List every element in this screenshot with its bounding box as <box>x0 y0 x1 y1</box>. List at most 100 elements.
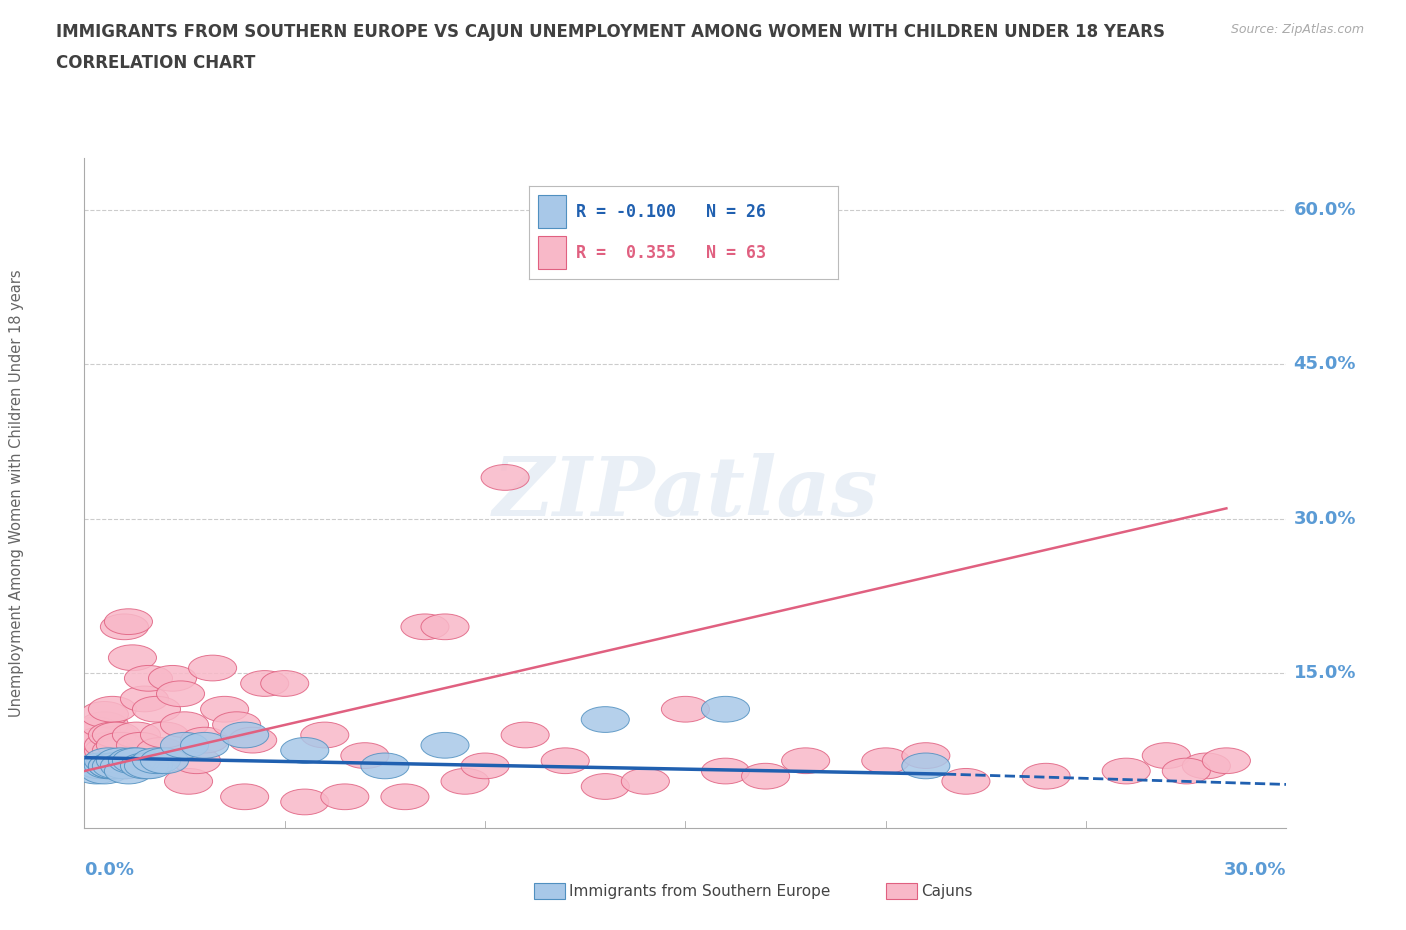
Ellipse shape <box>69 748 117 774</box>
Ellipse shape <box>84 737 132 764</box>
Ellipse shape <box>160 733 208 758</box>
Ellipse shape <box>702 758 749 784</box>
Ellipse shape <box>80 758 128 784</box>
Ellipse shape <box>165 768 212 794</box>
Ellipse shape <box>76 727 125 753</box>
Text: R = -0.100   N = 26: R = -0.100 N = 26 <box>575 203 765 220</box>
Ellipse shape <box>201 697 249 722</box>
Ellipse shape <box>420 614 470 640</box>
Ellipse shape <box>121 686 169 711</box>
Ellipse shape <box>401 614 449 640</box>
Ellipse shape <box>1202 748 1250 774</box>
Text: 15.0%: 15.0% <box>1294 664 1355 683</box>
Ellipse shape <box>501 722 550 748</box>
Ellipse shape <box>240 671 288 697</box>
Ellipse shape <box>221 784 269 810</box>
Ellipse shape <box>621 768 669 794</box>
Text: 0.0%: 0.0% <box>84 860 135 879</box>
Ellipse shape <box>361 753 409 778</box>
Ellipse shape <box>541 748 589 774</box>
Ellipse shape <box>104 758 152 784</box>
Ellipse shape <box>104 609 152 634</box>
Ellipse shape <box>741 764 790 789</box>
Ellipse shape <box>108 748 156 774</box>
Ellipse shape <box>89 697 136 722</box>
Ellipse shape <box>121 753 169 778</box>
Ellipse shape <box>281 737 329 764</box>
Ellipse shape <box>141 722 188 748</box>
Ellipse shape <box>112 748 160 774</box>
Ellipse shape <box>160 711 208 737</box>
Ellipse shape <box>702 697 749 722</box>
Ellipse shape <box>132 697 180 722</box>
Ellipse shape <box>125 666 173 691</box>
Ellipse shape <box>97 733 145 758</box>
Ellipse shape <box>100 614 149 640</box>
Ellipse shape <box>173 748 221 774</box>
Ellipse shape <box>581 774 630 800</box>
Ellipse shape <box>281 789 329 815</box>
Ellipse shape <box>942 768 990 794</box>
Ellipse shape <box>76 753 125 778</box>
Ellipse shape <box>420 733 470 758</box>
Ellipse shape <box>188 655 236 681</box>
Ellipse shape <box>141 748 188 774</box>
Bar <box>538 236 567 270</box>
Text: Source: ZipAtlas.com: Source: ZipAtlas.com <box>1230 23 1364 36</box>
Ellipse shape <box>340 743 389 768</box>
Ellipse shape <box>1163 758 1211 784</box>
Text: Immigrants from Southern Europe: Immigrants from Southern Europe <box>569 884 831 899</box>
Ellipse shape <box>108 644 156 671</box>
Ellipse shape <box>117 733 165 758</box>
Ellipse shape <box>661 697 710 722</box>
Ellipse shape <box>301 722 349 748</box>
Ellipse shape <box>1102 758 1150 784</box>
Ellipse shape <box>782 748 830 774</box>
Ellipse shape <box>100 753 149 778</box>
Text: IMMIGRANTS FROM SOUTHERN EUROPE VS CAJUN UNEMPLOYMENT AMONG WOMEN WITH CHILDREN : IMMIGRANTS FROM SOUTHERN EUROPE VS CAJUN… <box>56 23 1166 41</box>
Ellipse shape <box>93 753 141 778</box>
Bar <box>538 195 567 229</box>
Ellipse shape <box>80 701 128 727</box>
Ellipse shape <box>901 743 950 768</box>
Text: 45.0%: 45.0% <box>1294 355 1355 373</box>
Text: R =  0.355   N = 63: R = 0.355 N = 63 <box>575 244 765 261</box>
Ellipse shape <box>149 666 197 691</box>
Text: Unemployment Among Women with Children Under 18 years: Unemployment Among Women with Children U… <box>10 269 24 717</box>
Text: Cajuns: Cajuns <box>921 884 973 899</box>
Ellipse shape <box>260 671 309 697</box>
Ellipse shape <box>441 768 489 794</box>
Ellipse shape <box>229 727 277 753</box>
Ellipse shape <box>84 748 132 774</box>
Ellipse shape <box>1142 743 1191 768</box>
Ellipse shape <box>84 753 132 778</box>
Ellipse shape <box>132 748 180 774</box>
Text: ZIPatlas: ZIPatlas <box>492 453 879 533</box>
Ellipse shape <box>89 753 136 778</box>
Text: 30.0%: 30.0% <box>1225 860 1286 879</box>
Ellipse shape <box>180 733 229 758</box>
Ellipse shape <box>381 784 429 810</box>
Text: CORRELATION CHART: CORRELATION CHART <box>56 54 256 72</box>
Ellipse shape <box>97 748 145 774</box>
Ellipse shape <box>862 748 910 774</box>
Ellipse shape <box>1022 764 1070 789</box>
Ellipse shape <box>72 717 121 743</box>
Ellipse shape <box>93 722 141 748</box>
Ellipse shape <box>1182 753 1230 778</box>
Text: 30.0%: 30.0% <box>1294 510 1355 527</box>
Ellipse shape <box>461 753 509 778</box>
Ellipse shape <box>136 737 184 764</box>
Ellipse shape <box>89 722 136 748</box>
Ellipse shape <box>221 722 269 748</box>
Ellipse shape <box>321 784 368 810</box>
Ellipse shape <box>89 753 136 778</box>
Ellipse shape <box>156 681 205 707</box>
Ellipse shape <box>481 465 529 490</box>
Ellipse shape <box>125 753 173 778</box>
Ellipse shape <box>80 711 128 737</box>
Text: 60.0%: 60.0% <box>1294 201 1355 219</box>
Ellipse shape <box>581 707 630 733</box>
Ellipse shape <box>84 733 132 758</box>
Ellipse shape <box>112 722 160 748</box>
